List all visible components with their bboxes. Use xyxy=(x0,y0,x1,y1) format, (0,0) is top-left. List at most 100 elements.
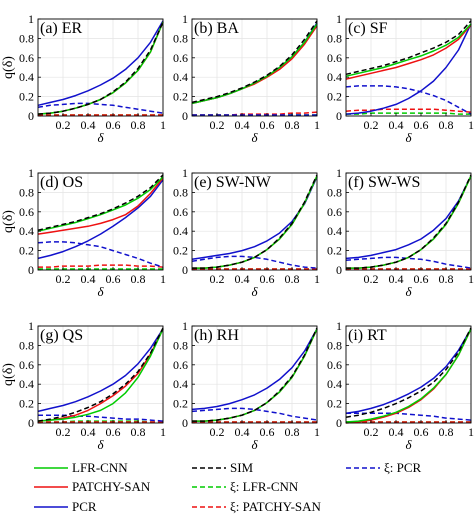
panel-d-os-series-patchy-san xyxy=(37,177,164,235)
panel-a-er-frame xyxy=(37,18,164,117)
panel-g-qs-xtick-label: 0.6 xyxy=(106,425,121,439)
panel-c-sf-xtick-label: 0.8 xyxy=(439,118,454,132)
panel-h-rh-xtick-label: 0.4 xyxy=(235,425,250,439)
panel-f-sw-ws-ytick-label: 0 xyxy=(336,263,342,277)
panel-a-er-series-pcr xyxy=(37,102,164,114)
panel-f-sw-ws-title: (f) SW-WS xyxy=(348,174,420,191)
panel-d-os-series-pcr xyxy=(37,179,164,260)
legend-label-pcr: PCR xyxy=(72,499,97,514)
legend-item-pcr: ξ: PCR xyxy=(346,460,422,475)
panel-a-er-ytick-label: 1 xyxy=(28,12,34,26)
panel-d-os-ytick-label: 0.4 xyxy=(19,224,34,238)
panel-e-sw-nw-ytick-label: 0.4 xyxy=(173,224,188,238)
panel-f-sw-ws-series-sim xyxy=(346,174,472,269)
panel-f-sw-ws-ytick-label: 1 xyxy=(336,166,342,180)
panel-h-rh-series-pcr xyxy=(191,328,318,411)
panel-b-ba-xlabel: δ xyxy=(251,130,258,145)
panel-c-sf-ytick-label: 0.6 xyxy=(327,51,342,65)
panel-c-sf-ytick-label: 1 xyxy=(336,12,342,26)
panel-h-rh: 0 0.2 0.4 0.6 0.8 1 0.2 0.4 0.6 0.8 1 δ (h) RH xyxy=(173,319,320,452)
panel-e-sw-nw-xtick-label: 1 xyxy=(314,272,320,286)
panel-g-qs-ytick-label: 0 xyxy=(28,416,34,430)
panel-i-rt-series-sim xyxy=(345,327,472,418)
legend-item-patchy-san: PATCHY-SAN xyxy=(34,479,151,494)
legend-item-patchy-san: ξ: PATCHY-SAN xyxy=(192,499,322,514)
panel-a-er-xtick-label: 0.8 xyxy=(131,118,146,132)
panel-e-sw-nw-xlabel: δ xyxy=(251,284,258,299)
panel-h-rh-series-sim xyxy=(192,327,318,422)
panel-f-sw-ws-ytick-label: 0.6 xyxy=(327,205,342,219)
panel-f-sw-ws-xtick-label: 1 xyxy=(468,272,474,286)
panel-i-rt-ytick-label: 0.4 xyxy=(327,377,342,391)
panel-a-er-xtick-label: 0.6 xyxy=(106,118,121,132)
panel-h-rh-xtick-label: 0.6 xyxy=(260,425,275,439)
panel-i-rt-ytick-label: 0.6 xyxy=(327,358,342,372)
panel-c-sf-ytick-label: 0.8 xyxy=(327,31,342,45)
legend-label-sim: SIM xyxy=(230,460,254,475)
panel-g-qs-frame xyxy=(37,325,164,424)
panel-i-rt: 0 0.2 0.4 0.6 0.8 1 0.2 0.4 0.6 0.8 1 δ (i) RT xyxy=(327,319,474,452)
panel-b-ba-ytick-label: 0.4 xyxy=(173,70,188,84)
panel-e-sw-nw-frame xyxy=(191,172,318,271)
panel-b-ba-ytick-label: 0.8 xyxy=(173,31,188,45)
panel-c-sf-series-patchy-san xyxy=(345,24,472,80)
panel-i-rt-title: (i) RT xyxy=(348,327,387,344)
panel-g-qs-xtick-label: 0.4 xyxy=(81,425,96,439)
panel-d-os-ytick-label: 0 xyxy=(28,263,34,277)
panel-e-sw-nw-xtick-label: 0.2 xyxy=(210,272,225,286)
panel-c-sf-series-pcr xyxy=(345,23,472,115)
panel-c-sf-xlabel: δ xyxy=(405,130,412,145)
panel-i-rt-series xyxy=(345,327,472,424)
panel-h-rh-title: (h) RH xyxy=(194,327,239,344)
panel-h-rh-series xyxy=(191,327,318,423)
panel-c-sf-xtick-label: 1 xyxy=(468,118,474,132)
panel-g-qs-title: (g) QS xyxy=(40,327,83,344)
panel-a-er-xtick-label: 0.4 xyxy=(81,118,96,132)
panel-i-rt-xlabel: δ xyxy=(405,437,412,452)
panel-f-sw-ws: 0 0.2 0.4 0.6 0.8 1 0.2 0.4 0.6 0.8 1 δ (f) SW-WS xyxy=(327,166,474,299)
legend-label-patchy-san: PATCHY-SAN xyxy=(72,479,151,494)
legend-label-lfr-cnn: ξ: LFR-CNN xyxy=(230,479,299,494)
panel-g-qs-series-pcr xyxy=(37,328,164,413)
panels-group: 00.20.40.60.810.2 0.4 0.6 0.8 1δq(δ)(a) ER00… xyxy=(1,12,474,452)
panel-d-os-title: (d) OS xyxy=(40,174,83,191)
panel-c-sf-series-lfr-cnn xyxy=(346,112,471,115)
panel-d-os-xtick-label: 0.4 xyxy=(81,272,96,286)
panel-i-rt-ytick-label: 0 xyxy=(336,416,342,430)
panel-f-sw-ws-series xyxy=(345,174,472,270)
panel-i-rt-series-pcr xyxy=(345,328,472,415)
panel-i-rt-ytick-label: 1 xyxy=(336,319,342,333)
panel-a-er-ytick-label: 0 xyxy=(28,109,34,123)
legend-label-patchy-san: ξ: PATCHY-SAN xyxy=(230,499,322,514)
panel-c-sf-series-lfr-cnn xyxy=(345,23,472,77)
panel-d-os-series-patchy-san xyxy=(38,264,164,268)
panel-b-ba: 0 0.2 0.4 0.6 0.8 1 0.2 0.4 0.6 0.8 1 δ (b) BA xyxy=(173,12,320,145)
panel-g-qs-ytick-label: 1 xyxy=(28,319,34,333)
panel-c-sf-ytick-label: 0.2 xyxy=(327,90,342,104)
panel-e-sw-nw-series xyxy=(191,174,318,270)
panel-f-sw-ws-ytick-label: 0.8 xyxy=(327,185,342,199)
panel-i-rt-series-lfr-cnn xyxy=(345,328,472,423)
panel-e-sw-nw-xtick-label: 0.4 xyxy=(235,272,250,286)
panel-c-sf-series-pcr xyxy=(345,85,472,115)
panel-h-rh-xlabel: δ xyxy=(251,437,258,452)
panel-a-er-ytick-label: 0.4 xyxy=(19,70,34,84)
panel-a-er-series-pcr xyxy=(37,20,164,107)
panel-g-qs-xtick-label: 0.2 xyxy=(56,425,71,439)
panel-a-er-xtick-label: 0.2 xyxy=(56,118,71,132)
panel-c-sf-series-sim xyxy=(345,20,472,76)
panel-c-sf-frame xyxy=(345,18,472,117)
panel-a-er-ylabel: q(δ) xyxy=(1,56,16,79)
panel-g-qs-ytick-label: 0.4 xyxy=(19,377,34,391)
panel-h-rh-xtick-label: 0.8 xyxy=(285,425,300,439)
panel-d-os-xlabel: δ xyxy=(97,284,104,299)
panel-i-rt-series-pcr xyxy=(346,412,472,421)
panel-a-er: 0 0.2 0.4 0.6 0.8 1 0.2 0.4 0.6 0.8 1 δ q(δ) (a) ER xyxy=(1,12,166,145)
panel-b-ba-ytick-label: 0 xyxy=(182,109,188,123)
panel-e-sw-nw-ytick-label: 1 xyxy=(182,166,188,180)
panel-b-ba-xtick-label: 1 xyxy=(314,118,320,132)
panel-g-qs-xtick-label: 1 xyxy=(160,425,166,439)
panel-d-os-xtick-label: 1 xyxy=(160,272,166,286)
panel-d-os-series xyxy=(37,174,164,270)
